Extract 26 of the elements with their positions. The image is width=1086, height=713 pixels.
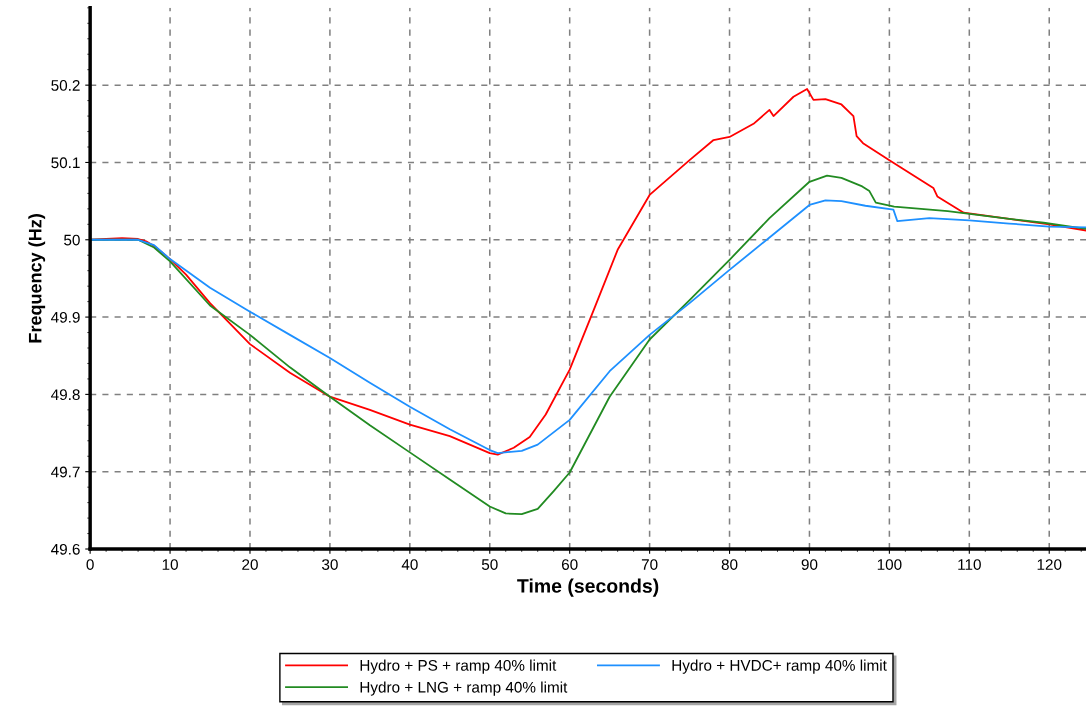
x-tick-label: 50 bbox=[481, 559, 498, 570]
x-tick-label: 20 bbox=[242, 559, 258, 570]
x-axis-title: Time (seconds) bbox=[517, 578, 659, 597]
y-tick-label: 50.2 bbox=[51, 80, 80, 91]
x-tick-label: 30 bbox=[322, 559, 338, 570]
x-tick-label: 110 bbox=[958, 559, 981, 570]
y-tick-label: 50 bbox=[64, 234, 80, 246]
legend-label: Hydro + PS + ramp 40% limit bbox=[360, 659, 557, 674]
x-tick-label: 120 bbox=[1037, 559, 1062, 570]
y-tick-label: 49.9 bbox=[51, 311, 80, 323]
x-tick-label: 70 bbox=[641, 559, 658, 570]
x-tick-label: 100 bbox=[877, 559, 902, 570]
y-tick-label: 49.8 bbox=[51, 389, 80, 401]
y-tick-label: 49.6 bbox=[51, 543, 80, 555]
x-tick-label: 90 bbox=[801, 559, 818, 570]
x-tick-label: 10 bbox=[162, 559, 178, 570]
line-series bbox=[90, 199, 1086, 455]
legend-label: Hydro + LNG + ramp 40% limit bbox=[360, 681, 568, 696]
x-tick-label: 80 bbox=[721, 559, 738, 570]
legend-label: Hydro + HVDC+ ramp 40% limit bbox=[672, 659, 887, 674]
x-tick-label: 40 bbox=[401, 559, 418, 570]
x-tick-label: 0 bbox=[86, 559, 94, 570]
y-axis-title: Frequency (Hz) bbox=[28, 214, 46, 343]
y-tick-label: 50.1 bbox=[51, 157, 80, 169]
x-tick-label: 60 bbox=[561, 559, 578, 570]
y-tick-label: 49.7 bbox=[51, 466, 80, 478]
